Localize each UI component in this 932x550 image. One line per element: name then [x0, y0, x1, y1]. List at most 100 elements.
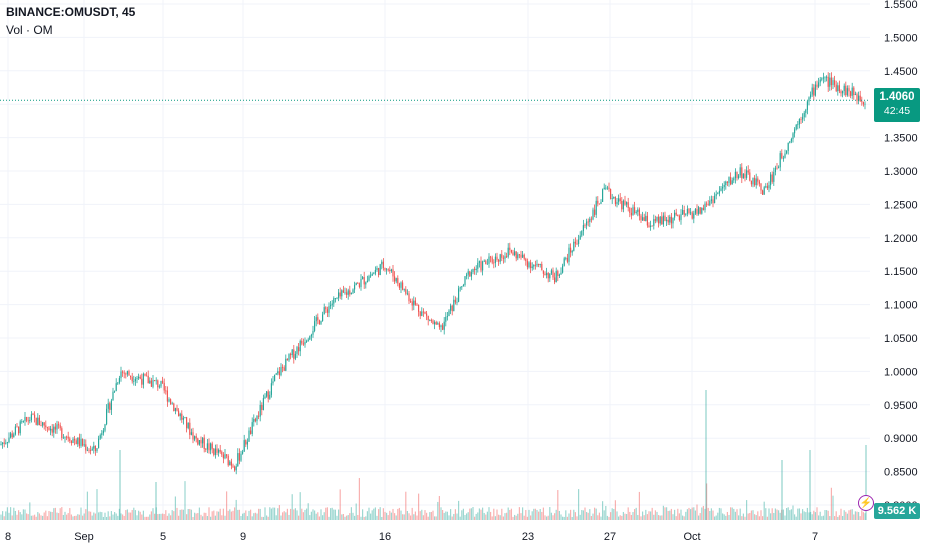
volume-bar [710, 508, 712, 520]
candle-body [762, 190, 764, 195]
volume-bar [466, 513, 468, 520]
candle-body [806, 101, 808, 110]
volume-bar [91, 515, 93, 520]
candle-body [11, 433, 13, 438]
volume-bar [587, 512, 589, 520]
candle-body [864, 103, 866, 105]
volume-bar [661, 515, 663, 520]
volume-bar [448, 515, 450, 520]
volume-bar [166, 515, 168, 520]
candle-body [400, 282, 402, 288]
candle-body [38, 417, 40, 425]
volume-bar [235, 499, 237, 520]
volume-bar [656, 511, 658, 520]
volume-bar [3, 516, 5, 520]
volume-bar [757, 511, 759, 520]
candle-body [368, 276, 370, 281]
volume-bar [806, 507, 808, 520]
volume-bar [714, 516, 716, 520]
lightning-bolt-icon[interactable]: ⚡ [858, 495, 874, 511]
candle-body [525, 258, 527, 262]
volume-bar [304, 509, 306, 520]
volume-bar [506, 512, 508, 520]
candle-body [485, 260, 487, 265]
candle-body [744, 173, 746, 178]
candle-body [411, 301, 413, 306]
volume-bar [51, 512, 53, 520]
candle-body [491, 257, 493, 263]
candle-body [810, 94, 812, 98]
volume-bar [675, 516, 677, 520]
candle-body [610, 189, 612, 199]
candle-body [699, 207, 701, 214]
volume-bar [485, 514, 487, 520]
candle-body [296, 347, 298, 354]
candle-body [294, 353, 296, 359]
candle-body [96, 448, 98, 451]
candle-body [498, 259, 500, 262]
volume-bar [408, 513, 410, 520]
volume-bar [474, 516, 476, 520]
time-tick-label: 23 [522, 531, 534, 543]
volume-bar [194, 512, 196, 520]
candle-body [147, 375, 149, 384]
price-tick-label: 1.0500 [884, 333, 918, 345]
volume-bar [541, 511, 543, 520]
candle-body [19, 421, 21, 434]
candle-body [253, 419, 255, 423]
volume-bar [774, 508, 776, 520]
candle-body [670, 216, 672, 224]
candle-body [661, 216, 663, 225]
volume-bar [603, 510, 605, 520]
candle-body [197, 438, 199, 445]
candle-body [766, 186, 768, 189]
volume-bar [40, 515, 42, 520]
candle-body [534, 264, 536, 266]
volume-bar [443, 512, 445, 520]
candle-body [803, 112, 805, 118]
candle-body [786, 150, 788, 154]
volume-bar [56, 512, 58, 520]
volume-bar [112, 514, 114, 520]
candle-body [544, 273, 546, 276]
candle-body [811, 87, 813, 95]
candle-body [339, 292, 341, 297]
candle-body [459, 287, 461, 289]
volume-bar [662, 505, 664, 520]
volume-bar [126, 509, 128, 520]
candle-body [421, 311, 423, 316]
candle-body [34, 414, 36, 418]
volume-bar [768, 508, 770, 520]
volume-bar [507, 507, 509, 520]
candle-body [310, 334, 312, 337]
candle-body [238, 453, 240, 461]
candle-body [170, 399, 172, 405]
volume-indicator-label[interactable]: Vol · OM [6, 23, 53, 37]
candle-body [832, 80, 834, 86]
volume-bar [294, 508, 296, 520]
time-tick-label: 27 [604, 531, 616, 543]
candle-body [592, 209, 594, 220]
candle-body [326, 309, 328, 313]
candle-body [198, 440, 200, 445]
volume-bar [136, 515, 138, 520]
candle-body [61, 428, 63, 438]
volume-bar [440, 507, 442, 520]
candle-body [531, 266, 533, 269]
volume-bar [355, 503, 357, 520]
volume-bar [48, 510, 50, 520]
volume-bar [709, 511, 711, 520]
candle-body [702, 207, 704, 211]
candle-body [747, 170, 749, 173]
symbol-title[interactable]: BINANCE:OMUSDT, 45 [6, 5, 136, 19]
volume-bar [509, 510, 511, 520]
candle-body [349, 290, 351, 295]
volume-bar [410, 515, 412, 520]
candle-body [224, 454, 226, 459]
volume-bar [827, 510, 829, 520]
volume-bar [792, 505, 794, 520]
candle-body [419, 311, 421, 316]
volume-bar [85, 509, 87, 520]
